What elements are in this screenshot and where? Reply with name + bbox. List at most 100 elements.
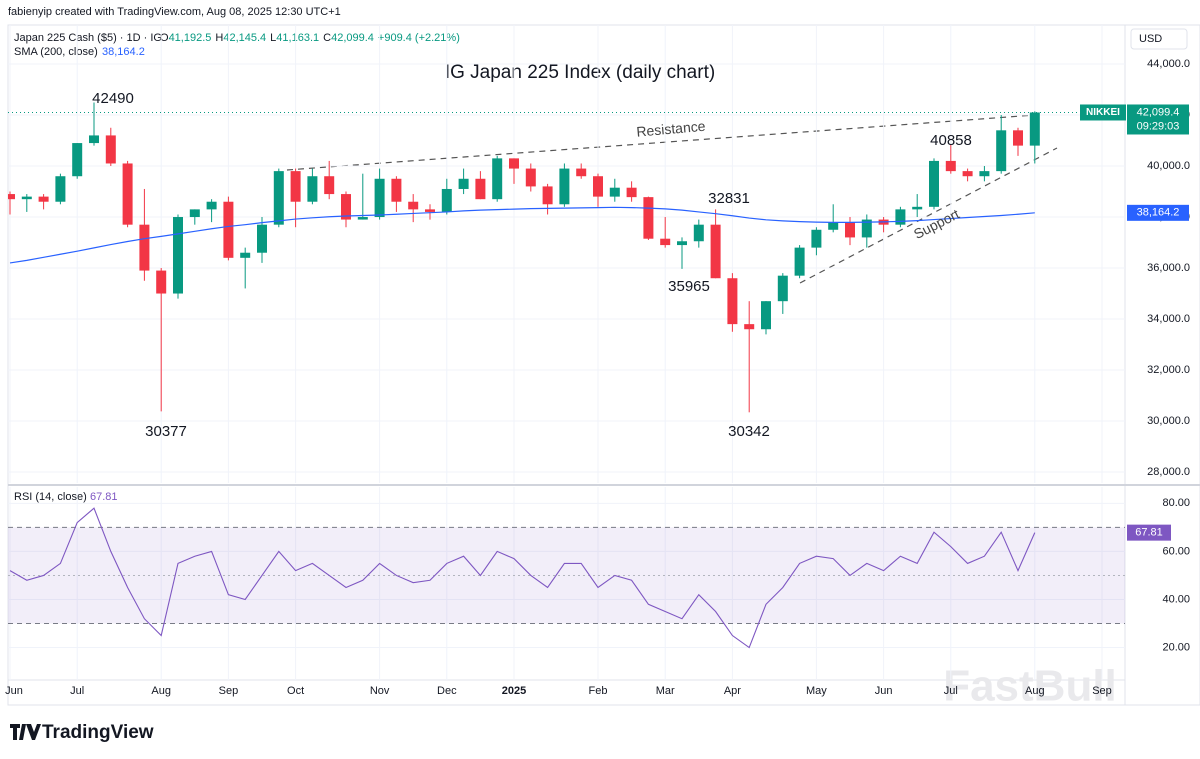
support-line (799, 147, 1058, 284)
candle-body (945, 160, 956, 172)
candle-body (845, 222, 855, 238)
candle-body (458, 178, 469, 189)
logo: TradingView (10, 722, 154, 743)
ohlc-key: C (323, 32, 331, 44)
candle-body (559, 168, 570, 205)
candle-body (189, 209, 200, 218)
candle-body (929, 160, 939, 207)
candle-body (744, 324, 755, 330)
sma-legend-value: 38,164.2 (102, 46, 145, 58)
y-tick-label: 32,000.0 (1147, 364, 1190, 376)
candle-body (677, 241, 687, 246)
x-tick-label: Sep (1092, 685, 1112, 697)
x-tick-label: Jul (944, 685, 958, 697)
ohlc-key: H (215, 32, 223, 44)
rsi-pane (8, 487, 1125, 680)
x-tick-label: Aug (151, 685, 171, 697)
candle-body (525, 168, 536, 187)
x-tick-label: Sep (219, 685, 239, 697)
x-tick-label: Jul (70, 685, 84, 697)
candle-body (996, 130, 1007, 172)
ohlc-key: O (160, 32, 169, 44)
candle-body (290, 171, 301, 202)
candle-body (374, 178, 385, 218)
annotation: 30377 (145, 423, 187, 440)
sma-box (1127, 204, 1189, 221)
price-label: 42,099.4 (1137, 106, 1180, 118)
y-tick-label: 30,000.0 (1147, 415, 1190, 427)
candle-body (206, 201, 217, 210)
candle-body (593, 176, 603, 197)
candle-body (89, 135, 99, 144)
ohlc: O 41,192.5 H 42,145.4 L 41,163.1 C 42,099.4 (160, 32, 374, 44)
candle-body (55, 176, 66, 202)
countdown: 09:29:03 (1137, 120, 1180, 132)
x-tick-label: Feb (589, 685, 608, 697)
y-tick-label: 28,000.0 (1147, 466, 1190, 478)
rsi-line (9, 507, 1036, 649)
candle-body (357, 217, 368, 220)
x-tick-label: Jun (875, 685, 893, 697)
candle-body (139, 224, 150, 271)
candle-body (979, 171, 990, 177)
candle-body (257, 224, 267, 253)
y-tick-label: 60.00 (1162, 545, 1190, 557)
candle-body (794, 247, 805, 276)
ohlc-key: L (270, 32, 276, 44)
y-tick-label: 20.00 (1162, 641, 1190, 653)
logo-text: TradingView (42, 722, 154, 743)
x-tick-label: Mar (656, 685, 675, 697)
candle-body (156, 270, 167, 294)
change: +909.4 (+2.21%) (378, 32, 460, 44)
candle-body (811, 229, 822, 248)
annotation: 30342 (728, 423, 770, 440)
candle-body (861, 219, 872, 238)
candle-body (38, 196, 49, 202)
x-tick-label: Aug (1025, 685, 1045, 697)
logo-icon (10, 724, 41, 740)
candle-body (475, 178, 486, 200)
candle-body (1029, 112, 1040, 146)
currency-box[interactable] (1130, 28, 1188, 50)
candle-body (660, 238, 671, 246)
watermark: FastBull (943, 662, 1117, 711)
candle-body (643, 197, 654, 239)
candle-body (492, 158, 503, 200)
rsi-legend-value: 67.81 (90, 491, 118, 503)
y-tick-label: 40,000.0 (1147, 160, 1190, 172)
ohlc-value: 41,163.1 (276, 32, 319, 44)
x-tick-label: May (806, 685, 827, 697)
candle-body (391, 178, 402, 202)
candle-body (727, 278, 738, 325)
credit: fabienyip created with TradingView.com, … (8, 6, 341, 18)
y-tick-label: 44,000.0 (1147, 58, 1190, 70)
candle-body (240, 252, 251, 258)
x-tick-label: 2025 (502, 685, 526, 697)
axes: Jun Jul Aug Sep Oct Nov Dec 2025 Feb Mar Apr May Jun… (5, 58, 1190, 697)
annotation: 35965 (668, 278, 710, 295)
candle-body (542, 186, 553, 205)
candle-body (72, 143, 83, 177)
y-tick-label: 34,000.0 (1147, 313, 1190, 325)
symbol-box (1080, 104, 1126, 121)
ohlc-value: 41,192.5 (169, 32, 212, 44)
candle-body (1013, 130, 1023, 146)
candle-body (273, 171, 284, 225)
candle-body (828, 222, 839, 230)
sma-label: 38,164.2 (1137, 207, 1180, 219)
candle-body (173, 217, 183, 294)
rsi-legend: RSI (14, close) (14, 491, 87, 503)
x-tick-label: Apr (724, 685, 741, 697)
y-tick-label: 36,000.0 (1147, 262, 1190, 274)
candle-body (122, 163, 133, 225)
candle-body (626, 187, 637, 198)
chart-title: IG Japan 225 Index (daily chart) (445, 62, 715, 83)
candle-body (105, 135, 116, 164)
x-tick-label: Oct (287, 685, 304, 697)
rsi-box (1127, 524, 1171, 541)
candle-body (408, 201, 419, 210)
currency[interactable]: USD (1139, 33, 1162, 45)
candle-body (8, 194, 15, 200)
annotation: Resistance (636, 118, 707, 140)
